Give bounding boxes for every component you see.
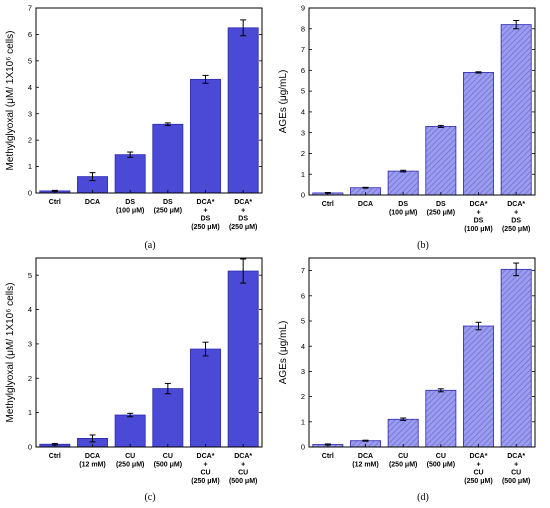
y-axis-label: Methylglyoxal (μM/ 1X10⁶ cells) (5, 283, 16, 423)
x-tick-label: DS (250 μM) (154, 199, 182, 214)
panel-label: (d) (417, 492, 429, 503)
plot-frame (35, 7, 263, 194)
y-tick-label: 2 (28, 136, 32, 145)
x-tick-label: DCA (12 mM) (79, 453, 105, 468)
x-tick-label: DS (250 μM) (427, 201, 455, 216)
bar (425, 126, 457, 196)
x-tick-label: DCA* + CU (250 μM) (464, 453, 492, 485)
panel-label: (c) (144, 492, 155, 503)
y-tick-label: 3 (28, 340, 32, 349)
x-tick-label: Ctrl (49, 199, 61, 206)
y-axis-label: AGEs (μg/mL) (278, 321, 289, 385)
y-tick-label: 9 (301, 4, 305, 13)
x-tick-label: DCA* + DS (250 μM) (229, 199, 257, 231)
y-tick-label: 0 (301, 191, 305, 200)
x-tick-label: DCA* + CU (500 μM) (229, 453, 257, 485)
y-tick-label: 2 (301, 392, 305, 401)
y-tick-label: 4 (301, 342, 305, 351)
bar (114, 414, 146, 448)
x-tick-label: DCA* + DS (250 μM) (191, 199, 219, 231)
y-tick-label: 3 (28, 109, 32, 118)
x-tick-label: DCA (358, 201, 373, 208)
plot-frame (308, 7, 536, 196)
y-tick-label: 3 (301, 128, 305, 137)
bar (387, 170, 419, 196)
bar (463, 72, 494, 196)
panel-label: (b) (417, 240, 429, 251)
y-tick-label: 5 (301, 317, 305, 326)
bar (152, 123, 184, 194)
bar (114, 154, 146, 194)
y-tick-label: 3 (301, 367, 305, 376)
y-tick-label: 7 (301, 45, 305, 54)
y-tick-label: 2 (301, 149, 305, 158)
y-tick-label: 6 (301, 66, 305, 75)
bar (425, 389, 457, 448)
x-tick-label: CU (500 μM) (154, 453, 182, 468)
x-tick-label: DCA (85, 199, 100, 206)
y-tick-label: 5 (28, 56, 32, 65)
chart-panel-4: Ctrl DCA (12 mM) CU (250 μM) CU (500 μM) DCA* + C… (278, 257, 536, 503)
bar (227, 27, 259, 194)
x-tick-label: DCA* + DS (100 μM) (464, 201, 492, 233)
y-tick-label: 6 (301, 291, 305, 300)
x-tick-label: DCA (12 mM) (352, 453, 378, 468)
x-tick-label: DS (100 μM) (389, 201, 417, 216)
y-axis-label: AGEs (μg/mL) (278, 70, 289, 134)
x-tick-label: DS (100 μM) (116, 199, 144, 214)
bar (190, 78, 221, 194)
y-tick-label: 4 (28, 83, 32, 92)
chart-panel-1: Ctrl DCA DS (100 μM) DS (250 μM) DCA* + DS (250 μ… (5, 4, 263, 251)
plot-frame (308, 257, 536, 448)
y-tick-label: 5 (28, 271, 32, 280)
y-tick-label: 1 (301, 417, 305, 426)
x-tick-label: DCA* + DS (250 μM) (502, 201, 530, 233)
chart-panel-3: Ctrl DCA (12 mM) CU (250 μM) CU (500 μM) DCA* + C… (5, 257, 263, 503)
y-tick-label: 1 (28, 408, 32, 417)
y-axis-label: Methylglyoxal (μM/ 1X10⁶ cells) (5, 31, 16, 171)
plot-frame (35, 257, 263, 448)
y-tick-label: 2 (28, 374, 32, 383)
x-tick-label: CU (500 μM) (427, 453, 455, 468)
bar (190, 348, 221, 448)
x-tick-label: CU (250 μM) (389, 453, 417, 468)
panel-label: (a) (144, 240, 155, 251)
x-tick-label: Ctrl (49, 453, 61, 460)
y-tick-label: 7 (28, 4, 32, 13)
y-tick-label: 6 (28, 30, 32, 39)
bar (152, 388, 184, 448)
y-tick-label: 0 (28, 189, 32, 198)
x-tick-label: DCA* + CU (250 μM) (191, 453, 219, 485)
bar (227, 270, 259, 448)
bar (463, 325, 494, 448)
chart-panel-2: Ctrl DCA DS (100 μM) DS (250 μM) DCA* + DS (100 μ… (278, 4, 536, 251)
x-tick-label: CU (250 μM) (116, 453, 144, 468)
y-tick-label: 7 (301, 266, 305, 275)
y-tick-label: 0 (301, 443, 305, 452)
bar (500, 24, 532, 196)
y-tick-label: 5 (301, 87, 305, 96)
y-tick-label: 0 (28, 443, 32, 452)
y-tick-label: 4 (301, 107, 305, 116)
y-tick-label: 1 (301, 170, 305, 179)
bar (387, 418, 419, 448)
bar (500, 268, 532, 448)
x-tick-label: DCA* + CU (500 μM) (502, 453, 530, 485)
y-tick-label: 8 (301, 24, 305, 33)
x-tick-label: Ctrl (322, 453, 334, 460)
y-tick-label: 4 (28, 305, 32, 314)
x-tick-label: Ctrl (322, 201, 334, 208)
y-tick-label: 1 (28, 162, 32, 171)
